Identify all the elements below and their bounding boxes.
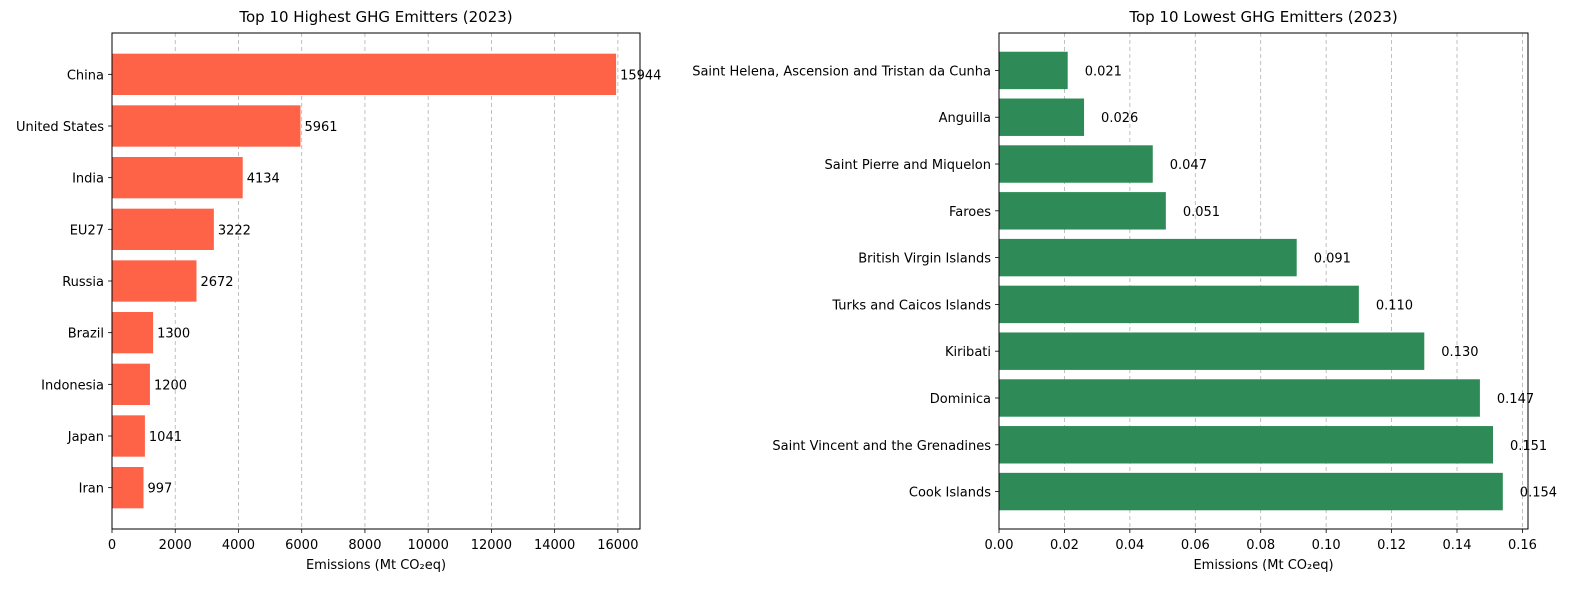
bar-iran — [112, 467, 144, 509]
y-tick-label: Saint Vincent and the Grenadines — [772, 439, 991, 454]
bar-cook-islands — [999, 472, 1503, 511]
x-tick-label: 10000 — [407, 538, 448, 553]
value-label: 3222 — [218, 223, 251, 238]
bar-eu27 — [112, 208, 214, 250]
y-tick-label: China — [67, 68, 104, 83]
x-axis-label: Emissions (Mt CO₂eq) — [1193, 558, 1333, 573]
value-label: 1300 — [157, 327, 190, 342]
x-tick-label: 0.14 — [1443, 538, 1472, 553]
value-label: 0.151 — [1510, 439, 1547, 454]
y-tick-label: United States — [16, 120, 104, 135]
value-label: 0.154 — [1520, 486, 1557, 501]
value-label: 0.026 — [1101, 111, 1138, 126]
value-label: 0.110 — [1376, 298, 1413, 313]
y-tick-label: Turks and Caicos Islands — [831, 298, 991, 313]
x-tick-label: 0.16 — [1508, 538, 1537, 553]
value-label: 0.091 — [1314, 252, 1351, 267]
y-tick-label: Indonesia — [41, 378, 104, 393]
bar-british-virgin-islands — [999, 238, 1297, 277]
bar-kiribati — [999, 332, 1425, 370]
value-label: 0.051 — [1183, 205, 1220, 220]
value-label: 4134 — [247, 172, 280, 187]
value-label: 0.047 — [1170, 158, 1207, 173]
value-label: 997 — [148, 482, 173, 497]
x-axis-label: Emissions (Mt CO₂eq) — [306, 558, 446, 573]
bar-china — [112, 53, 617, 95]
y-tick-label: British Virgin Islands — [858, 252, 991, 267]
x-tick-label: 0.06 — [1181, 538, 1210, 553]
value-label: 1041 — [149, 430, 182, 445]
x-tick-label: 0.12 — [1377, 538, 1406, 553]
x-tick-label: 12000 — [471, 538, 512, 553]
bar-anguilla — [999, 98, 1085, 136]
y-tick-label: Faroes — [949, 205, 991, 220]
x-tick-label: 6000 — [285, 538, 318, 553]
y-tick-label: Saint Helena, Ascension and Tristan da C… — [692, 64, 991, 79]
x-tick-label: 8000 — [348, 538, 381, 553]
value-label: 5961 — [304, 120, 337, 135]
bar-brazil — [112, 312, 154, 354]
y-tick-label: Saint Pierre and Miquelon — [825, 158, 991, 173]
y-tick-label: Kiribati — [945, 345, 991, 360]
y-tick-label: Japan — [67, 430, 104, 445]
x-tick-label: 0.10 — [1312, 538, 1341, 553]
y-tick-label: India — [72, 172, 104, 187]
y-tick-label: Russia — [62, 275, 104, 290]
chart-title: Top 10 Lowest GHG Emitters (2023) — [1128, 8, 1397, 26]
value-label: 0.130 — [1441, 345, 1478, 360]
y-tick-label: Iran — [79, 482, 104, 497]
y-tick-label: Cook Islands — [909, 486, 991, 501]
chart-lowest-emitters: 0.021 Saint Helena, Ascension and Tristan… — [692, 8, 1557, 573]
value-label: 15944 — [620, 68, 661, 83]
y-tick-label: EU27 — [70, 223, 104, 238]
bar-russia — [112, 260, 197, 302]
value-label: 0.147 — [1497, 392, 1534, 407]
y-tick-label: Dominica — [930, 392, 991, 407]
y-tick-label: Anguilla — [939, 111, 991, 126]
bar-faroes — [999, 192, 1166, 230]
axes-frame — [998, 32, 1529, 530]
axes-frame — [111, 32, 641, 530]
x-tick-label: 0.02 — [1050, 538, 1079, 553]
x-tick-label: 0.00 — [985, 538, 1014, 553]
x-tick-label: 2000 — [159, 538, 192, 553]
bar-saint-helena-ascension-and-tristan-da-cunha — [999, 51, 1068, 90]
value-label: 2672 — [200, 275, 233, 290]
bar-japan — [112, 415, 145, 457]
bar-saint-vincent-and-the-grenadines — [999, 426, 1493, 464]
x-tick-label: 0.04 — [1115, 538, 1144, 553]
chart-title: Top 10 Highest GHG Emitters (2023) — [238, 8, 512, 26]
bar-india — [112, 157, 243, 199]
bar-united-states — [112, 105, 301, 147]
x-tick-label: 4000 — [222, 538, 255, 553]
bar-indonesia — [112, 363, 150, 405]
chart-top-emitters: 15944 China 5961 United States 4134 India 3222… — [16, 8, 661, 573]
bar-turks-and-caicos-islands — [999, 285, 1359, 324]
value-label: 0.021 — [1085, 64, 1122, 79]
bar-saint-pierre-and-miquelon — [999, 145, 1153, 183]
x-tick-label: 0 — [108, 538, 116, 553]
x-tick-label: 14000 — [534, 538, 575, 553]
y-tick-label: Brazil — [68, 327, 104, 342]
x-tick-label: 16000 — [597, 538, 638, 553]
value-label: 1200 — [154, 378, 187, 393]
bar-dominica — [999, 379, 1480, 417]
x-tick-label: 0.08 — [1246, 538, 1275, 553]
